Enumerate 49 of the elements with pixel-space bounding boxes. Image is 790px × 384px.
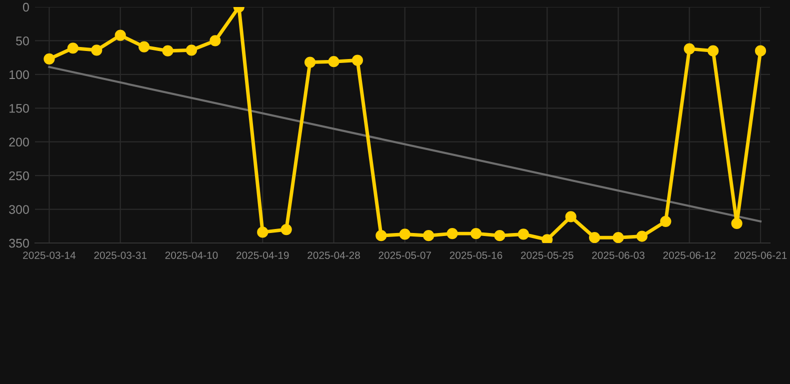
point <box>423 230 434 242</box>
y-tick-label: 100 <box>10 70 29 80</box>
x-tick-label: 2025-03-14 <box>23 252 76 259</box>
point <box>186 44 198 56</box>
x-tick-label: 2025-05-07 <box>378 252 431 259</box>
x-tick-label: 2025-04-28 <box>308 252 360 259</box>
y-tick-label: 50 <box>16 36 29 46</box>
point <box>708 45 719 56</box>
point <box>470 228 482 240</box>
point <box>494 230 506 242</box>
x-tick-label: 2025-06-12 <box>663 252 716 259</box>
y-tick-label: 200 <box>9 138 29 147</box>
point <box>376 230 387 242</box>
y-tick-label: 150 <box>10 104 29 113</box>
point <box>328 56 340 68</box>
y-tick-label: 300 <box>9 205 29 214</box>
point <box>67 42 78 54</box>
point <box>636 230 648 242</box>
point <box>731 218 742 229</box>
point <box>588 232 600 243</box>
point <box>304 56 316 68</box>
x-tick-label: 2025-06-21 <box>734 252 787 259</box>
point <box>542 234 553 243</box>
x-tick-label: 2025-06-03 <box>592 252 644 259</box>
x-tick-label: 2025-03-31 <box>94 252 146 259</box>
point <box>162 45 174 56</box>
x-tick-label: 2025-05-25 <box>521 252 574 259</box>
point <box>352 54 364 66</box>
x-tick-label: 2025-04-19 <box>236 252 289 259</box>
point <box>754 45 766 56</box>
point <box>518 228 529 240</box>
point <box>660 216 672 227</box>
x-tick-label: 2025-05-16 <box>450 252 502 259</box>
point <box>612 232 624 243</box>
point <box>446 228 458 240</box>
point <box>257 226 268 238</box>
point <box>91 44 102 56</box>
point <box>280 224 292 236</box>
x-tick-label: 2025-04-10 <box>165 252 218 259</box>
point <box>684 43 695 54</box>
point <box>114 30 126 41</box>
point <box>565 211 576 222</box>
point <box>210 35 221 46</box>
y-tick-label: 250 <box>9 171 29 180</box>
point <box>138 41 150 52</box>
point <box>44 53 55 64</box>
y-tick-label: 350 <box>9 238 29 248</box>
y-tick-label: 0 <box>22 2 29 12</box>
point <box>399 228 410 240</box>
